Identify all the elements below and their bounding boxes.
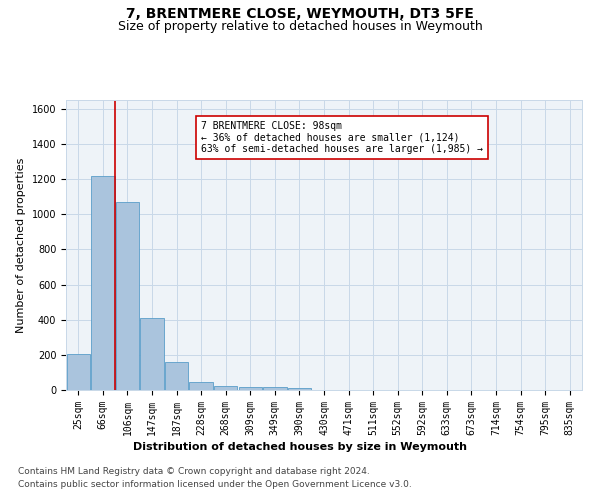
Text: 7, BRENTMERE CLOSE, WEYMOUTH, DT3 5FE: 7, BRENTMERE CLOSE, WEYMOUTH, DT3 5FE	[126, 8, 474, 22]
Bar	[288, 388, 311, 390]
Bar	[239, 388, 262, 390]
Text: Distribution of detached houses by size in Weymouth: Distribution of detached houses by size …	[133, 442, 467, 452]
Bar	[116, 202, 139, 390]
Text: 7 BRENTMERE CLOSE: 98sqm
← 36% of detached houses are smaller (1,124)
63% of sem: 7 BRENTMERE CLOSE: 98sqm ← 36% of detach…	[201, 121, 483, 154]
Y-axis label: Number of detached properties: Number of detached properties	[16, 158, 26, 332]
Text: Contains public sector information licensed under the Open Government Licence v3: Contains public sector information licen…	[18, 480, 412, 489]
Bar	[165, 362, 188, 390]
Bar	[190, 382, 213, 390]
Bar	[91, 176, 115, 390]
Bar	[140, 318, 164, 390]
Bar	[214, 386, 238, 390]
Text: Size of property relative to detached houses in Weymouth: Size of property relative to detached ho…	[118, 20, 482, 33]
Bar	[67, 354, 90, 390]
Bar	[263, 388, 287, 390]
Text: Contains HM Land Registry data © Crown copyright and database right 2024.: Contains HM Land Registry data © Crown c…	[18, 468, 370, 476]
